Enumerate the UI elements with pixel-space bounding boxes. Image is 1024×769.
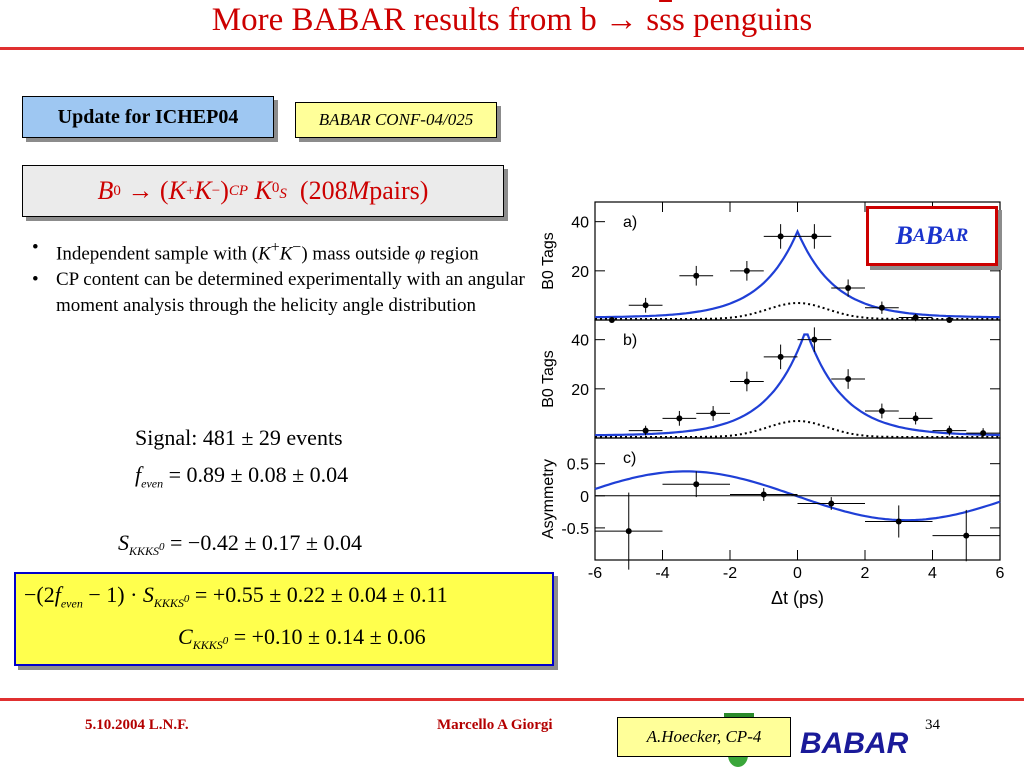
data-point <box>845 285 852 292</box>
data-point <box>946 427 953 434</box>
x-tick-label: 6 <box>996 565 1005 582</box>
panel-frame <box>594 437 1001 561</box>
y-tick-label: 20 <box>571 264 589 281</box>
y-tick-label: 0 <box>580 489 589 506</box>
data-point <box>878 304 885 311</box>
fit-curve <box>594 470 1001 522</box>
x-tick-label: 4 <box>928 565 937 582</box>
x-tick-label: -4 <box>655 565 669 582</box>
signal-yield: Signal: 481 ± 29 events <box>135 425 343 450</box>
background-curve <box>595 301 1000 320</box>
bullet-cp-content: CP content can be determined experimenta… <box>30 267 540 319</box>
data-point <box>693 272 700 279</box>
x-tick-label: 2 <box>861 565 870 582</box>
data-point <box>642 427 649 434</box>
y-axis-label: B0 Tags <box>540 350 557 408</box>
combined-result-box: −(2feven − 1) · SKKKS0 = +0.55 ± 0.22 ± … <box>14 572 554 666</box>
panel-frame <box>594 319 1001 439</box>
y-tick-label: 0.5 <box>567 457 589 474</box>
footer-rule <box>0 698 1024 701</box>
combined-s-result: −(2feven − 1) · SKKKS0 = +0.55 ± 0.22 ± … <box>24 582 448 611</box>
c-kkk-result: CKKKS0 = +0.10 ± 0.14 ± 0.06 <box>178 624 426 653</box>
page-number: 34 <box>925 717 940 733</box>
data-point <box>693 481 700 488</box>
footer-date: 5.10.2004 L.N.F. <box>85 717 189 733</box>
y-tick-label: -0.5 <box>561 521 589 538</box>
footer-author: Marcello A Giorgi <box>437 717 553 733</box>
data-point <box>811 336 818 343</box>
data-point <box>743 267 750 274</box>
data-point <box>895 518 902 525</box>
x-tick-label: -6 <box>588 565 602 582</box>
data-point <box>878 407 885 414</box>
data-point <box>828 500 835 507</box>
conf-badge: BABAR CONF-04/025 <box>295 102 497 138</box>
panel-label: c) <box>623 450 636 467</box>
babar-stamp: B A B AR <box>866 206 998 266</box>
fit-curve <box>594 333 1001 437</box>
data-point <box>760 491 767 498</box>
title-rule <box>0 47 1024 50</box>
data-point <box>777 353 784 360</box>
s-kkk-result: SKKKS0 = −0.42 ± 0.17 ± 0.04 <box>118 530 362 559</box>
data-point <box>912 415 919 422</box>
credit-badge: A.Hoecker, CP-4 <box>617 717 791 757</box>
data-point <box>811 233 818 240</box>
data-point <box>625 528 632 535</box>
data-point <box>845 376 852 382</box>
babar-logo-text: BABAR <box>800 727 909 760</box>
data-point <box>743 378 750 385</box>
background-curve <box>595 419 1000 438</box>
y-axis-label: B0 Tags <box>540 232 557 290</box>
bullet-sample: Independent sample with (K+K−) mass outs… <box>30 235 540 267</box>
y-axis-label: Asymmetry <box>540 459 557 539</box>
data-point <box>963 532 970 539</box>
update-badge: Update for ICHEP04 <box>22 96 274 138</box>
data-point <box>980 430 987 437</box>
data-point <box>642 302 649 309</box>
slide-title: More BABAR results from b → sss penguins <box>211 2 813 38</box>
x-axis-label: Δt (ps) <box>771 588 824 608</box>
panel-label: a) <box>623 214 637 231</box>
y-tick-label: 20 <box>571 382 589 399</box>
y-tick-label: 40 <box>571 215 589 232</box>
data-point <box>912 314 919 321</box>
data-point <box>676 415 683 422</box>
x-tick-label: -2 <box>723 565 737 582</box>
y-tick-label: 40 <box>571 333 589 350</box>
data-point <box>710 410 717 417</box>
fit-curve <box>594 228 1001 319</box>
feven-result: feven = 0.89 ± 0.08 ± 0.04 <box>135 462 349 491</box>
bullet-list: Independent sample with (K+K−) mass outs… <box>30 235 540 319</box>
data-point <box>777 233 784 240</box>
x-tick-label: 0 <box>793 565 802 582</box>
panel-label: b) <box>623 332 637 349</box>
